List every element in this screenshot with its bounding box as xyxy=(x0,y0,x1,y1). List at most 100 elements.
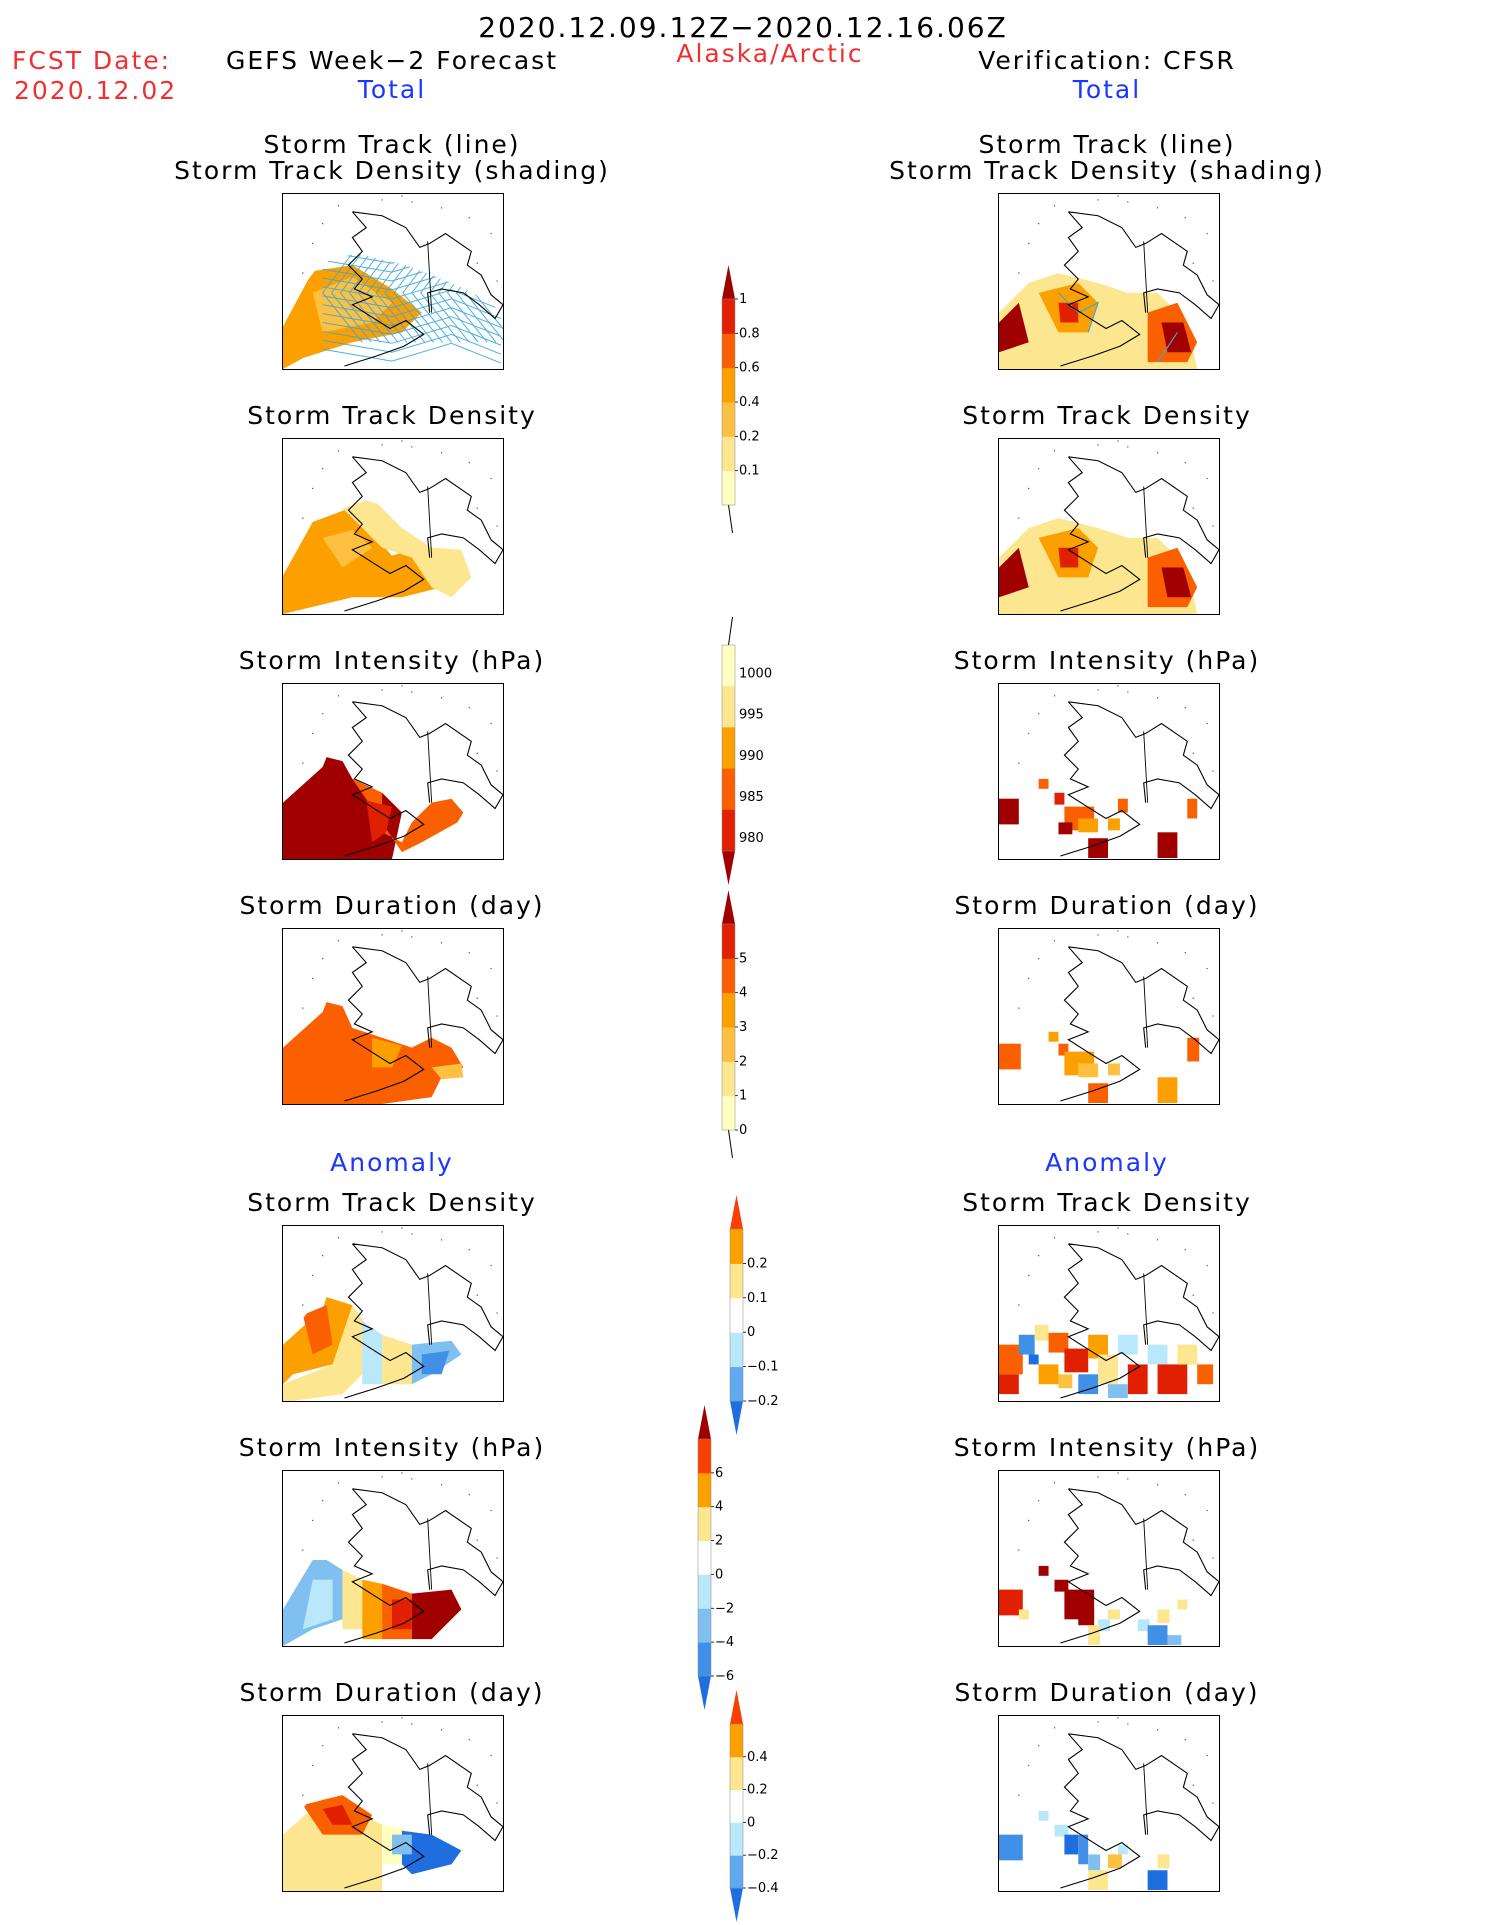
colorbar-drawing: 0.1 0.2 0.4 0.6 0.8 1 xyxy=(721,265,760,534)
left-total-label: Total xyxy=(357,75,427,104)
colorbar-tick: −0.2 xyxy=(747,1394,779,1409)
map-right-duration xyxy=(998,928,1220,1105)
left-track-shading-title: Storm Track Density (shading) xyxy=(174,156,610,185)
colorbar-tick: 0.2 xyxy=(747,1256,768,1271)
colorbar-tick: −0.1 xyxy=(747,1360,779,1375)
colorbar-drawing: 0 1 2 3 4 5 xyxy=(721,890,747,1159)
colorbar-tick: −0.4 xyxy=(747,1881,779,1896)
map-right-track xyxy=(998,193,1220,370)
colorbar-tick: −6 xyxy=(715,1669,734,1684)
left-anom-density-title: Storm Track Density xyxy=(247,1188,537,1217)
fcst-date-label: FCST Date: xyxy=(12,46,172,75)
colorbar-tick: 980 xyxy=(739,831,764,846)
colorbar-duration-anom: −0.4 −0.2 0 0.2 0.4 xyxy=(729,1690,803,1922)
period-title: 2020.12.09.12Z−2020.12.16.06Z xyxy=(478,11,1008,44)
map-right-intensity xyxy=(998,683,1220,860)
left-intensity-title: Storm Intensity (hPa) xyxy=(238,646,546,675)
left-duration-title: Storm Duration (day) xyxy=(239,891,545,920)
colorbar-tick: 5 xyxy=(739,951,747,966)
colorbar-tick: 985 xyxy=(739,790,764,805)
left-density-title: Storm Track Density xyxy=(247,401,537,430)
right-density-title: Storm Track Density xyxy=(962,401,1252,430)
colorbar-intensity-total: 1000 995 990 985 980 xyxy=(721,616,795,885)
left-anom-intensity-title: Storm Intensity (hPa) xyxy=(238,1433,546,1462)
colorbar-tick: −4 xyxy=(715,1635,734,1650)
left-anom-duration-title: Storm Duration (day) xyxy=(239,1678,545,1707)
right-anomaly-label: Anomaly xyxy=(1045,1148,1169,1177)
colorbar-tick: 6 xyxy=(715,1466,723,1481)
right-anom-density-title: Storm Track Density xyxy=(962,1188,1252,1217)
map-left-track xyxy=(282,193,504,370)
map-left-intensity xyxy=(282,683,504,860)
colorbar-tick: 0.1 xyxy=(739,464,760,479)
colorbar-drawing: 1000 995 990 985 980 xyxy=(721,616,772,885)
colorbar-tick: 0.4 xyxy=(747,1750,768,1765)
map-right-anom-intensity xyxy=(998,1470,1220,1647)
map-drawing xyxy=(999,930,1219,1104)
colorbar-tick: 995 xyxy=(739,708,764,723)
left-anomaly-label: Anomaly xyxy=(330,1148,454,1177)
colorbar-tick: 1 xyxy=(739,292,747,307)
right-track-line-title: Storm Track (line) xyxy=(978,130,1236,159)
map-right-anom-density xyxy=(998,1225,1220,1402)
colorbar-tick: 0.4 xyxy=(739,395,760,410)
colorbar-tick: 0 xyxy=(747,1325,755,1340)
map-left-anom-intensity xyxy=(282,1470,504,1647)
map-drawing xyxy=(999,440,1219,614)
map-drawing xyxy=(283,1717,503,1891)
colorbar-tick: −0.2 xyxy=(747,1848,779,1863)
right-anom-duration-title: Storm Duration (day) xyxy=(954,1678,1260,1707)
map-drawing xyxy=(999,1227,1219,1399)
map-drawing xyxy=(999,685,1219,859)
colorbar-tick: 1 xyxy=(739,1089,747,1104)
map-right-anom-duration xyxy=(998,1715,1220,1892)
colorbar-tick: 0 xyxy=(747,1815,755,1830)
map-left-anom-density xyxy=(282,1225,504,1402)
map-drawing xyxy=(283,195,503,369)
colorbar-tick: 3 xyxy=(739,1020,747,1035)
left-track-line-title: Storm Track (line) xyxy=(263,130,521,159)
colorbar-drawing: −0.2 −0.1 0 0.1 0.2 xyxy=(729,1195,779,1435)
right-track-shading-title: Storm Track Density (shading) xyxy=(889,156,1325,185)
map-drawing xyxy=(283,685,503,859)
map-left-duration xyxy=(282,928,504,1105)
colorbar-drawing: −0.4 −0.2 0 0.2 0.4 xyxy=(729,1690,779,1922)
map-left-density xyxy=(282,438,504,615)
map-drawing xyxy=(283,930,503,1104)
right-column-title: Verification: CFSR xyxy=(978,46,1236,75)
colorbar-tick: 2 xyxy=(715,1534,723,1549)
fcst-date-value: 2020.12.02 xyxy=(14,76,178,105)
colorbar-tick: 990 xyxy=(739,749,764,764)
colorbar-tick: 0 xyxy=(739,1123,747,1138)
map-right-density xyxy=(998,438,1220,615)
map-drawing xyxy=(999,195,1219,369)
colorbar-tick: 4 xyxy=(715,1500,723,1515)
colorbar-tick: −2 xyxy=(715,1601,734,1616)
colorbar-tick: 0.2 xyxy=(739,429,760,444)
colorbar-tick: 0.2 xyxy=(747,1783,768,1798)
colorbar-intensity-anom: −6 −4 −2 0 2 4 6 xyxy=(697,1405,771,1710)
map-drawing xyxy=(283,440,503,614)
colorbar-duration-total: 0 1 2 3 4 5 xyxy=(721,890,795,1159)
right-intensity-title: Storm Intensity (hPa) xyxy=(953,646,1261,675)
map-drawing xyxy=(283,1227,503,1401)
colorbar-tick: 0.6 xyxy=(739,361,760,376)
left-column-title: GEFS Week−2 Forecast xyxy=(225,46,559,75)
colorbar-drawing: −6 −4 −2 0 2 4 6 xyxy=(697,1405,734,1710)
colorbar-density-total: 0.1 0.2 0.4 0.6 0.8 1 xyxy=(721,265,795,534)
map-drawing xyxy=(283,1472,503,1646)
region-title: Alaska/Arctic xyxy=(676,39,864,68)
colorbar-tick: 2 xyxy=(739,1054,747,1069)
right-total-label: Total xyxy=(1072,75,1142,104)
colorbar-tick: 0.1 xyxy=(747,1291,768,1306)
right-duration-title: Storm Duration (day) xyxy=(954,891,1260,920)
colorbar-tick: 0 xyxy=(715,1567,723,1582)
map-drawing xyxy=(999,1717,1219,1891)
colorbar-tick: 1000 xyxy=(739,666,772,681)
colorbar-density-anom: −0.2 −0.1 0 0.1 0.2 xyxy=(729,1195,803,1435)
right-anom-intensity-title: Storm Intensity (hPa) xyxy=(953,1433,1261,1462)
map-drawing xyxy=(999,1472,1219,1646)
colorbar-tick: 0.8 xyxy=(739,326,760,341)
map-left-anom-duration xyxy=(282,1715,504,1892)
colorbar-tick: 4 xyxy=(739,986,747,1001)
